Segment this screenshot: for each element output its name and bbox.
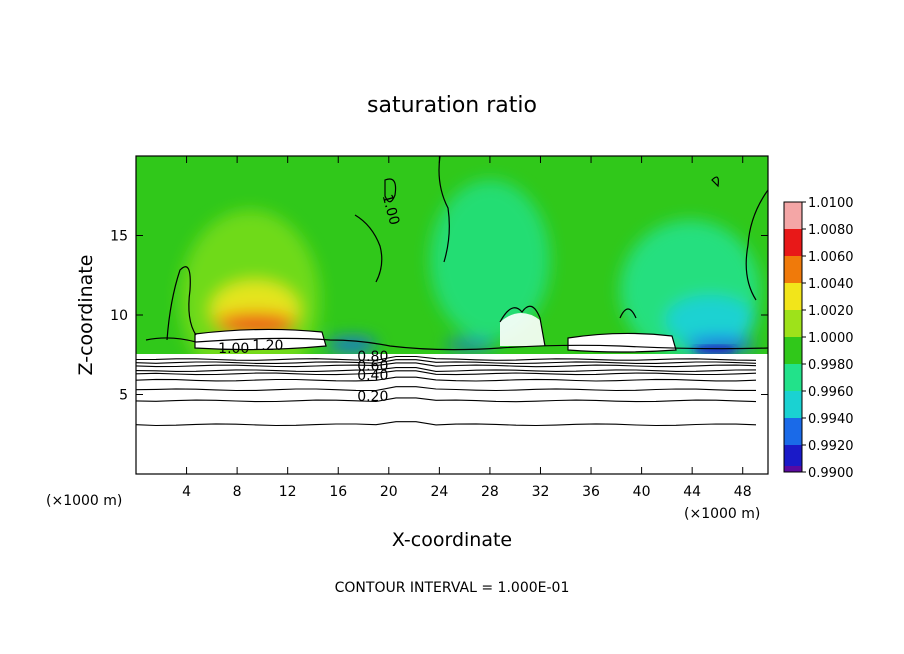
contour-horizontal-lines: [136, 355, 757, 427]
x-axis-unit-left: (×1000 m): [46, 493, 122, 509]
contour-line: [136, 421, 757, 427]
colorbar-bottom-segment: [784, 466, 802, 472]
colorbar-label: 1.0000: [808, 331, 854, 346]
contour-labels: 1.001.00 1.200.800.600.400.20: [218, 193, 402, 405]
contour-1-00-center: [438, 156, 450, 263]
colorbar-label: 1.0040: [808, 277, 854, 292]
contour-1-00-left: [166, 266, 197, 341]
x-tick-label: 36: [582, 484, 600, 500]
contour-label: 0.60: [357, 359, 388, 375]
x-tick-label: 20: [380, 484, 398, 500]
contour-line: [136, 397, 757, 403]
contour-cloud-base: [145, 337, 768, 351]
contour-closed-b: [711, 176, 719, 188]
colorbar-segment: [784, 202, 802, 229]
colorbar-segment: [784, 445, 802, 472]
y-tick-label: 10: [110, 308, 128, 324]
x-axis: 4 8 12 16 20 24 28 32 36 40 44 48: [182, 156, 752, 500]
x-tick-label: 24: [430, 484, 448, 500]
x-tick-label: 28: [481, 484, 499, 500]
cloud-region-center: [500, 312, 545, 346]
contour-label: 1.20: [252, 338, 283, 354]
heatmap-field: [136, 156, 768, 474]
x-tick-label: 12: [279, 484, 297, 500]
y-axis-label: Z-coordinate: [75, 255, 97, 376]
colorbar-label: 0.9980: [808, 358, 854, 373]
colorbar-label: 0.9940: [808, 412, 854, 427]
chart-title: saturation ratio: [367, 93, 537, 118]
contour-line: [136, 359, 757, 365]
contour-closed-a: [384, 178, 397, 203]
x-axis-label: X-coordinate: [392, 529, 512, 551]
colorbar-segment: [784, 364, 802, 391]
shading-teal-center: [430, 180, 550, 340]
contour-interval-text: CONTOUR INTERVAL = 1.000E-01: [335, 580, 570, 596]
contour-line: [136, 386, 756, 392]
colorbar-label: 1.0060: [808, 250, 854, 265]
y-axis: 5 10 15: [110, 229, 768, 404]
contour-1-00-upper: [354, 214, 383, 283]
colorbar-segment: [784, 283, 802, 310]
contour-shapes: [145, 156, 768, 353]
x-tick-label: 32: [532, 484, 550, 500]
colorbar-label: 0.9900: [808, 466, 854, 481]
colorbar-segment: [784, 256, 802, 283]
colorbar-label: 1.0100: [808, 196, 854, 211]
cloud-region-left: [195, 329, 326, 350]
colorbar-segment: [784, 391, 802, 418]
contour-center-cell: [499, 305, 546, 347]
contour-line: [136, 362, 757, 368]
x-tick-label: 4: [182, 484, 191, 500]
colorbar-segment: [784, 337, 802, 364]
contour-label: 1.00: [379, 193, 403, 227]
colorbar: 1.0100 1.0080 1.0060 1.0040 1.0020 1.0000 0.99…: [783, 196, 854, 481]
x-tick-label: 40: [633, 484, 651, 500]
shading-blue-left: [327, 337, 377, 353]
dry-lower-region: [136, 354, 768, 474]
contour-label: 0.40: [357, 368, 388, 384]
colorbar-segment: [784, 418, 802, 445]
contour-1-00-right: [745, 189, 768, 301]
colorbar-label: 0.9920: [808, 439, 854, 454]
contour-label: 0.20: [357, 389, 388, 405]
contour-small-cell: [619, 308, 637, 319]
shading-blue-mid: [445, 339, 495, 351]
y-tick-label: 15: [110, 229, 128, 245]
contour-label: 0.80: [357, 349, 388, 365]
colorbar-segment: [784, 229, 802, 256]
x-tick-label: 8: [233, 484, 242, 500]
contour-line: [136, 355, 757, 361]
colorbar-label: 0.9960: [808, 385, 854, 400]
x-tick-label: 48: [734, 484, 752, 500]
x-tick-label: 16: [329, 484, 347, 500]
contour-1-20-right: [567, 332, 677, 353]
colorbar-segment: [784, 310, 802, 337]
y-tick-label: 5: [119, 388, 128, 404]
x-tick-label: 44: [683, 484, 701, 500]
shading-cyan-right: [665, 295, 755, 345]
contour-1-20-left: [194, 328, 327, 351]
contour-label: 1.00: [218, 341, 249, 357]
contour-line: [136, 367, 757, 372]
x-axis-unit-right: (×1000 m): [684, 506, 760, 522]
shading-darkblue: [693, 346, 737, 354]
contour-line: [136, 376, 757, 382]
contour-line: [136, 370, 757, 376]
colorbar-label: 1.0080: [808, 223, 854, 238]
colorbar-label: 1.0020: [808, 304, 854, 319]
